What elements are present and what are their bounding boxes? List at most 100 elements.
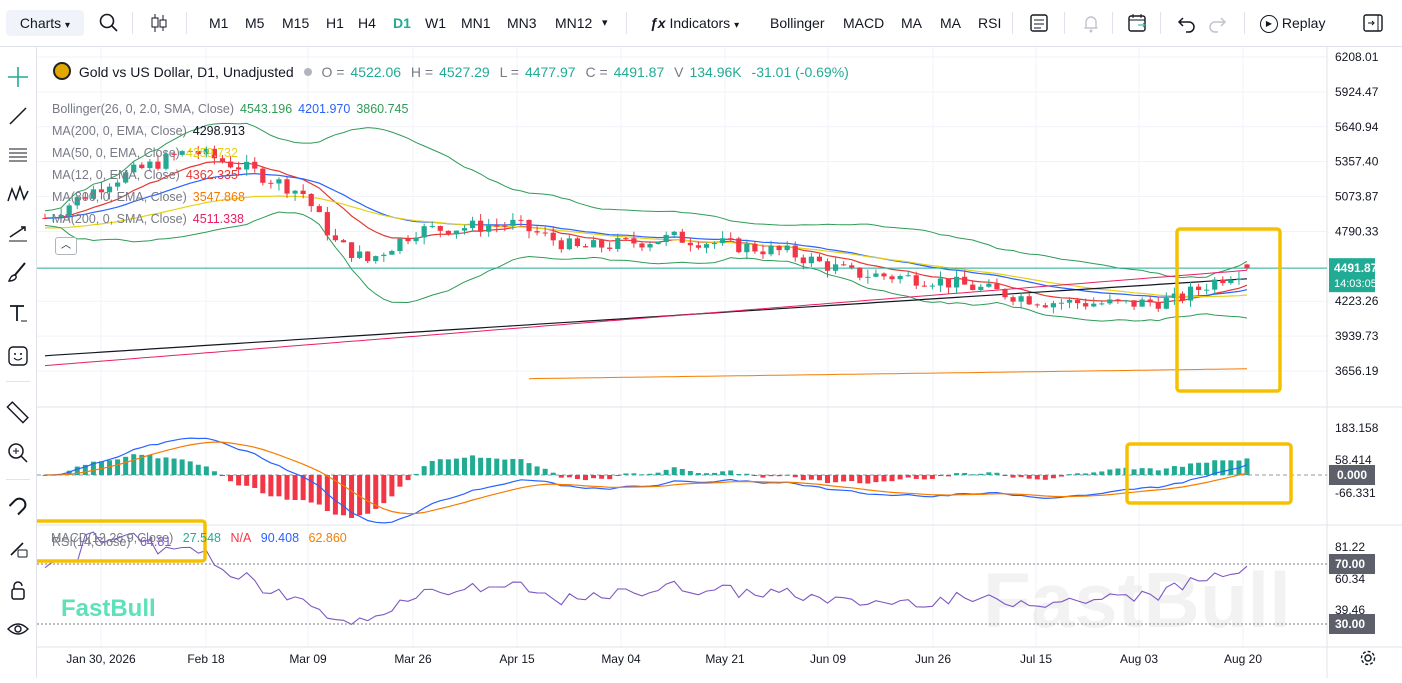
date-axis-label: Jan 30, 2026 [66,652,136,666]
timeframe-h1[interactable]: H1 [326,15,344,31]
macd-histogram-bar [171,458,177,475]
macd-histogram-bar [115,459,121,475]
candle-body [461,228,468,231]
indicator-legend-row[interactable]: MA(800, 0, EMA, Close) 3547.868 [52,190,251,204]
brush-icon[interactable] [5,259,31,285]
candle-body [1107,299,1113,304]
macd-histogram-bar [704,473,710,475]
draw-lock-icon[interactable] [5,535,31,561]
candle-body [768,246,774,255]
indicator-ma-button[interactable]: MA [901,15,922,31]
macd-histogram-bar [558,475,564,478]
candle-body [98,189,105,193]
candle-body [921,285,927,287]
chart-area[interactable]: FastBull 6208.01 5924.47 5640.94 5357.40 507… [9,47,1402,678]
replay-button[interactable]: ▶ Replay [1260,10,1325,36]
chart-settings-icon[interactable] [1359,649,1377,667]
macd-zero-tag [1329,465,1375,485]
emoji-icon[interactable] [5,343,31,369]
calendar-icon[interactable] [1124,10,1150,36]
candle-body [776,246,782,251]
timeframe-m1[interactable]: M1 [209,15,229,31]
macd-histogram-bar [752,475,758,476]
text-tool-icon[interactable] [5,300,31,326]
candle-body [292,190,298,194]
candle-body [816,256,823,262]
macd-histogram-bar [1050,475,1056,479]
pattern-icon[interactable] [5,181,31,207]
lock-icon[interactable] [5,577,31,603]
macd-histogram-bar [1083,473,1089,475]
macd-legend[interactable]: MACD(12,26,9,Close) 27.548 N/A 90.408 62… [51,531,353,545]
current-price-tag [1329,258,1375,293]
macd-histogram-bar [1188,463,1194,475]
macd-histogram-bar [849,475,855,482]
indicator-ma-button-2[interactable]: MA [940,15,961,31]
timeframe-h4[interactable]: H4 [358,15,376,31]
indicators-button[interactable]: ƒx Indicators ▾ [650,10,739,36]
timeframe-w1[interactable]: W1 [425,15,446,31]
candle-body [50,217,56,219]
candlestick-type-icon[interactable] [146,10,172,36]
ruler-icon[interactable] [5,399,31,425]
candle-body [647,244,653,248]
candle-body [962,276,968,285]
macd-histogram-bar [833,475,839,483]
macd-histogram-bar [1026,475,1032,479]
indicator-value: 4543.196 [240,102,293,116]
timeframe-mn12[interactable]: MN12 [555,15,593,31]
search-icon[interactable] [96,10,122,36]
undo-icon[interactable] [1174,10,1200,36]
alert-icon[interactable] [1078,10,1104,36]
candle-body [526,219,532,232]
horizontal-lines-icon[interactable] [5,142,31,168]
candle-body [937,278,944,286]
candle-body [381,254,387,257]
timeframe-m5[interactable]: M5 [245,15,265,31]
collapse-legend-button[interactable]: ︿ [55,237,77,255]
trend-line-icon[interactable] [5,103,31,129]
indicator-legend-row[interactable]: MA(50, 0, EMA, Close) 4259.732 [52,146,244,160]
magnet-icon[interactable] [5,493,31,519]
template-icon[interactable] [1026,10,1052,36]
indicator-bollinger-button[interactable]: Bollinger [770,15,825,31]
projection-icon[interactable] [5,220,31,246]
timeframe-mn1[interactable]: MN1 [461,15,491,31]
rsi-legend[interactable]: RSI(14,Close) 64.81 [52,535,177,549]
indicator-macd-button[interactable]: MACD [843,15,885,31]
macd-histogram-bar [1220,460,1226,475]
crosshair-icon[interactable] [5,64,31,90]
collapse-panel-icon[interactable] [1360,10,1386,36]
visibility-eye-icon[interactable] [5,616,31,642]
indicator-legend-row[interactable]: Bollinger(26, 0, 2.0, SMA, Close) 4543.19… [52,102,414,116]
candle-body [58,214,64,218]
candle-body [365,251,371,262]
macd-histogram-bar [1115,468,1121,475]
macd-histogram-bar [236,475,242,486]
indicator-legend-row[interactable]: MA(12, 0, EMA, Close) 4362.335 [52,168,244,182]
timeframe-d1[interactable]: D1 [393,15,411,31]
zoom-in-icon[interactable] [5,440,31,466]
timeframe-mn3[interactable]: MN3 [507,15,537,31]
chart-canvas[interactable]: FastBull 6208.01 5924.47 5640.94 5357.40 507… [9,47,1402,678]
candle-body [720,238,726,244]
macd-histogram-bar [929,475,935,479]
indicator-value: 4259.732 [185,146,238,160]
candle-body [744,243,750,253]
charts-menu-button[interactable]: Charts ▾ [6,10,84,36]
macd-histogram-bar [905,475,911,478]
more-timeframes-icon[interactable]: ▾ [602,17,608,29]
timeframe-m15[interactable]: M15 [282,15,310,31]
macd-histogram-bar [1091,472,1097,475]
indicator-legend-row[interactable]: MA(200, 0, EMA, Close) 4298.913 [52,124,251,138]
indicator-legend-row[interactable]: MA(200, 0, SMA, Close) 4511.338 [52,212,250,226]
candle-body [276,179,282,184]
redo-icon[interactable] [1204,10,1230,36]
indicator-rsi-button[interactable]: RSI [978,15,1002,31]
symbol-legend[interactable]: Gold vs US Dollar, D1, Unadjusted O = 452… [53,62,855,80]
candle-body [1187,286,1194,301]
macd-histogram-bar [921,475,927,480]
macd-signal-value: 62.860 [308,531,347,545]
candle-body [1018,296,1024,302]
indicator-value: 3547.868 [192,190,245,204]
